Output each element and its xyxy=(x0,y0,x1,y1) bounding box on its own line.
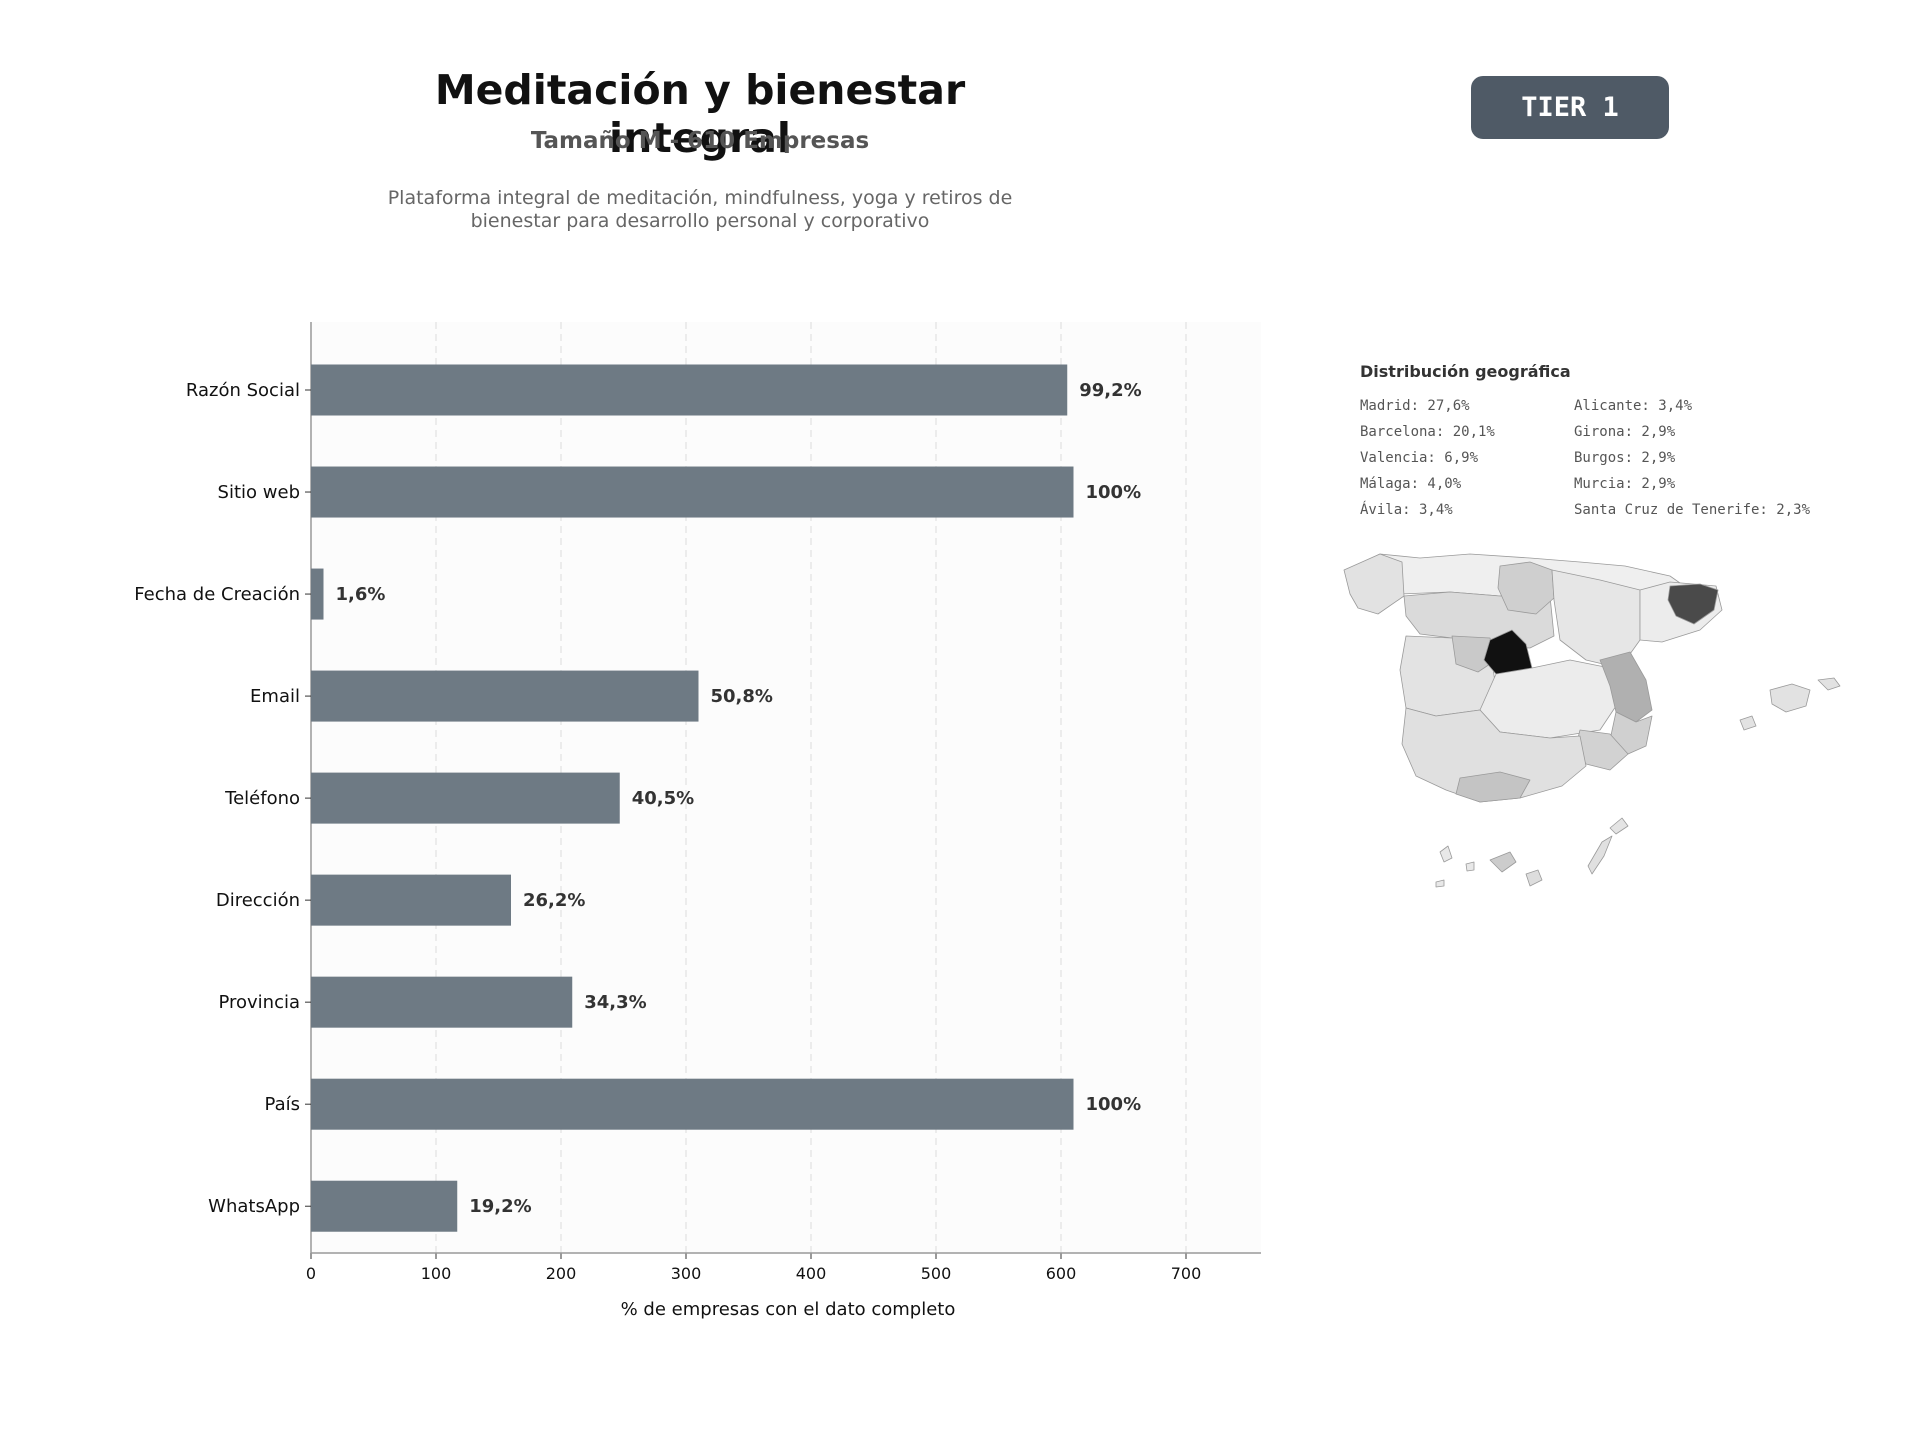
page-title: Meditación y bienestar integral xyxy=(434,66,966,162)
map-region-malaga xyxy=(1455,771,1531,803)
bar xyxy=(311,1180,458,1232)
bar xyxy=(311,874,511,926)
map-region-canary-fuerteventura xyxy=(1587,835,1613,875)
geo-item-murcia: Murcia: 2,9% xyxy=(1574,476,1676,492)
map-region-burgos xyxy=(1497,561,1555,615)
description-line-1: Plataforma integral de meditación, mindf… xyxy=(387,187,1013,209)
page-subtitle: Tamaño M - 610 Empresas xyxy=(530,128,870,154)
y-tick-label: Email xyxy=(250,686,300,707)
map-region-balearic-menorca xyxy=(1817,677,1841,691)
x-tick-label: 300 xyxy=(671,1264,702,1283)
map-region-canary-tenerife xyxy=(1489,851,1517,873)
geo-item-avila: Ávila: 3,4% xyxy=(1360,502,1453,518)
map-region-barcelona xyxy=(1667,583,1719,625)
geo-item-girona: Girona: 2,9% xyxy=(1574,424,1676,440)
x-tick-label: 400 xyxy=(796,1264,827,1283)
geo-item-santa-cruz-de-tenerife: Santa Cruz de Tenerife: 2,3% xyxy=(1574,502,1811,518)
map-region-balearic-mallorca xyxy=(1769,683,1811,713)
geo-item-burgos: Burgos: 2,9% xyxy=(1574,450,1676,466)
map-region-canary-lanzarote xyxy=(1609,817,1629,835)
geo-item-alicante: Alicante: 3,4% xyxy=(1574,398,1693,414)
map-region-valencia xyxy=(1599,651,1653,723)
y-tick-label: País xyxy=(265,1094,300,1115)
geo-distribution-title: Distribución geográfica xyxy=(1360,362,1571,381)
bar xyxy=(311,976,573,1028)
x-tick-label: 200 xyxy=(546,1264,577,1283)
page-description: Plataforma integral de meditación, mindf… xyxy=(340,187,1060,233)
bar-value-label: 50,8% xyxy=(711,686,773,707)
map-region-avila xyxy=(1451,635,1497,673)
map-region-andalusia xyxy=(1401,707,1587,803)
bar-value-label: 1,6% xyxy=(336,584,386,605)
map-region-canary-la-palma xyxy=(1439,845,1453,863)
y-tick-label: Razón Social xyxy=(186,380,300,401)
geo-item-malaga: Málaga: 4,0% xyxy=(1360,476,1462,492)
bar-value-label: 40,5% xyxy=(632,788,694,809)
bar xyxy=(311,364,1068,416)
y-tick-label: WhatsApp xyxy=(208,1196,300,1217)
bar-value-label: 100% xyxy=(1086,482,1142,503)
y-tick-label: Teléfono xyxy=(224,788,300,809)
map-region-canary-la-gomera xyxy=(1465,861,1475,872)
geo-item-madrid: Madrid: 27,6% xyxy=(1360,398,1470,414)
y-tick-label: Fecha de Creación xyxy=(134,584,300,605)
y-tick-label: Sitio web xyxy=(218,482,300,503)
description-line-2: bienestar para desarrollo personal y cor… xyxy=(470,210,930,232)
geo-item-barcelona: Barcelona: 20,1% xyxy=(1360,424,1495,440)
x-axis-label: % de empresas con el dato completo xyxy=(621,1299,956,1320)
y-tick-label: Provincia xyxy=(218,992,300,1013)
bar xyxy=(311,568,324,620)
bar xyxy=(311,466,1074,518)
spain-choropleth-map xyxy=(1343,553,1841,888)
bar-value-label: 19,2% xyxy=(469,1196,531,1217)
x-tick-label: 0 xyxy=(306,1264,316,1283)
bar xyxy=(311,772,620,824)
map-region-canary-gran-canaria xyxy=(1525,869,1543,887)
map-region-canary-el-hierro xyxy=(1435,879,1445,888)
bar xyxy=(311,1078,1074,1130)
bar-value-label: 99,2% xyxy=(1079,380,1141,401)
y-tick-label: Dirección xyxy=(216,890,300,911)
bar-value-label: 26,2% xyxy=(523,890,585,911)
bar-value-label: 100% xyxy=(1086,1094,1142,1115)
bar xyxy=(311,670,699,722)
x-tick-label: 500 xyxy=(921,1264,952,1283)
geo-item-valencia: Valencia: 6,9% xyxy=(1360,450,1479,466)
x-tick-label: 700 xyxy=(1171,1264,1202,1283)
tier-badge: TIER 1 xyxy=(1471,76,1669,139)
x-tick-label: 100 xyxy=(421,1264,452,1283)
bar-value-label: 34,3% xyxy=(584,992,646,1013)
x-tick-label: 600 xyxy=(1046,1264,1077,1283)
map-region-galicia xyxy=(1343,553,1405,615)
map-region-balearic-ibiza xyxy=(1739,715,1757,731)
